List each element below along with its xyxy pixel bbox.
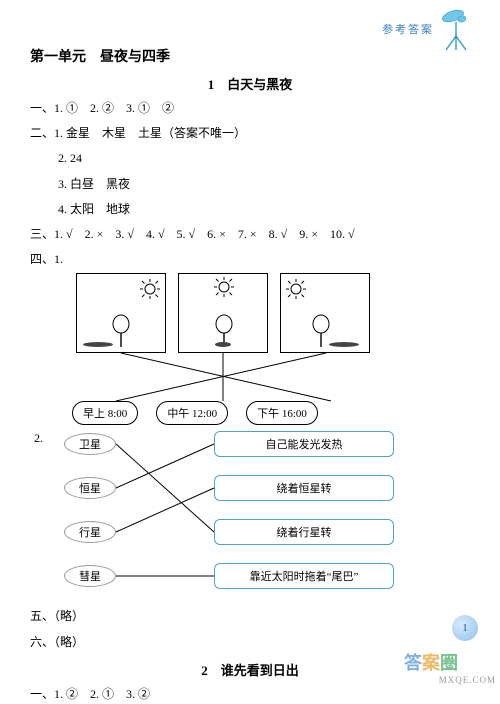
time-pill-1: 早上 8:00 [72, 401, 138, 425]
watermark-logo: 答案圈 [404, 649, 458, 675]
wm-char-1: 答 [404, 653, 422, 673]
scene-box-3 [280, 273, 370, 353]
sun-icon [139, 278, 161, 300]
q2-lead: 二、1. 金星 木星 土星（答案不唯一） [30, 124, 470, 143]
time-pill-3: 下午 16:00 [246, 401, 318, 425]
answers-label: 参考答案 [382, 21, 434, 37]
page-content: 第一单元 昼夜与四季 1 白天与黑夜 一、1. ① 2. ② 3. ① ② 二、… [0, 0, 500, 704]
scene-box-1 [76, 273, 166, 353]
q2-2: 2. 24 [30, 149, 470, 168]
matching-diagram: 卫星 恒星 行星 彗星 自己能发光发热 绕着恒星转 绕着行星转 靠近太阳时拖着“… [64, 431, 444, 601]
header-right: 参考答案 [382, 6, 474, 52]
q2-4: 4. 太阳 地球 [30, 200, 470, 219]
section1-title: 1 白天与黑夜 [30, 74, 470, 93]
q4-lead: 四、1. [30, 250, 470, 269]
time-pill-2: 中午 12:00 [156, 401, 228, 425]
rect-orbplanet: 绕着行星转 [214, 519, 394, 545]
q5-line: 五、（略） [30, 607, 470, 626]
watermark-url: MXQE.COM [439, 675, 496, 685]
q1-line: 一、1. ① 2. ② 3. ① ② [30, 99, 470, 118]
tree-icon [311, 314, 331, 348]
rect-tail: 靠近太阳时拖着“尾巴” [214, 563, 394, 589]
box-pill-connectors [76, 353, 396, 403]
sun-icon [285, 278, 307, 300]
q4-2: 2. 卫星 恒星 行星 彗星 自己能发光发热 绕着恒星转 绕着行星转 靠近太阳时… [30, 431, 470, 601]
shadow [83, 342, 113, 347]
scene-boxes [76, 273, 470, 353]
sec2-q1: 一、1. ② 2. ① 3. ② [30, 685, 470, 704]
q4-2-lead: 2. [30, 431, 64, 601]
rect-emit: 自己能发光发热 [214, 431, 394, 457]
scene-box-2 [178, 273, 268, 353]
sun-icon [213, 276, 235, 298]
rect-orbstar: 绕着恒星转 [214, 475, 394, 501]
wm-char-3: 圈 [440, 653, 458, 673]
wm-char-2: 案 [422, 653, 440, 673]
page-number: 1 [452, 615, 478, 641]
telescope-icon [440, 6, 474, 52]
q3-line: 三、1. √ 2. × 3. √ 4. √ 5. √ 6. × 7. × 8. … [30, 225, 470, 244]
shadow [329, 342, 359, 347]
time-pills: 早上 8:00 中午 12:00 下午 16:00 [72, 401, 470, 425]
tree-icon [111, 314, 131, 348]
q2-3: 3. 白昼 黑夜 [30, 175, 470, 194]
